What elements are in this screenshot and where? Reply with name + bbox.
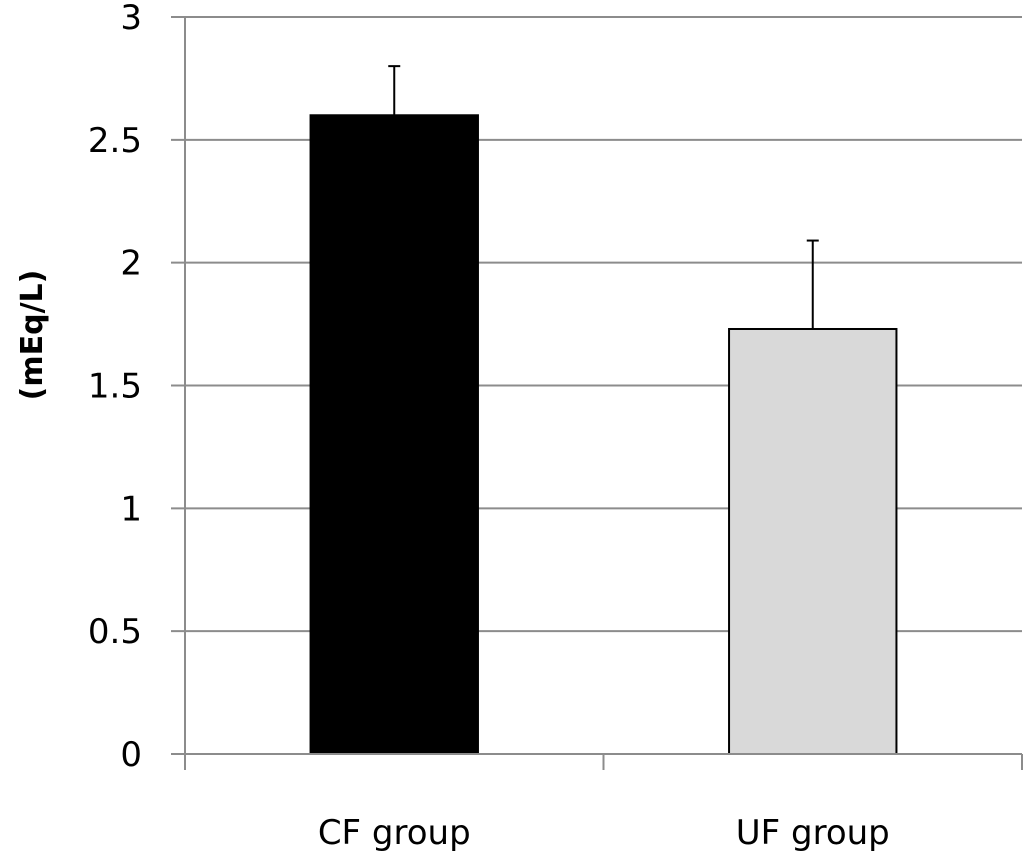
y-tick-label: 2.5	[88, 121, 142, 161]
y-tick-label: 1.5	[88, 367, 142, 407]
error-bars	[388, 65, 819, 329]
y-axis-title: (mEq/L)	[15, 270, 50, 401]
bar-cf-group	[309, 114, 479, 756]
y-tick-label: 3	[120, 0, 142, 38]
y-tick-label: 0.5	[88, 612, 142, 652]
bars	[309, 114, 898, 756]
y-tick-labels: 0 0.5 1 1.5 2 2.5 3	[88, 0, 142, 775]
x-category-label: UF group	[736, 813, 890, 852]
y-tick-label: 1	[120, 489, 142, 529]
bar-uf-group	[728, 327, 898, 755]
y-tick-label: 0	[120, 735, 142, 775]
x-category-label: CF group	[318, 813, 471, 852]
category-labels: CF group UF group	[318, 813, 890, 852]
y-tick-label: 2	[120, 244, 142, 284]
axes	[171, 17, 1023, 770]
